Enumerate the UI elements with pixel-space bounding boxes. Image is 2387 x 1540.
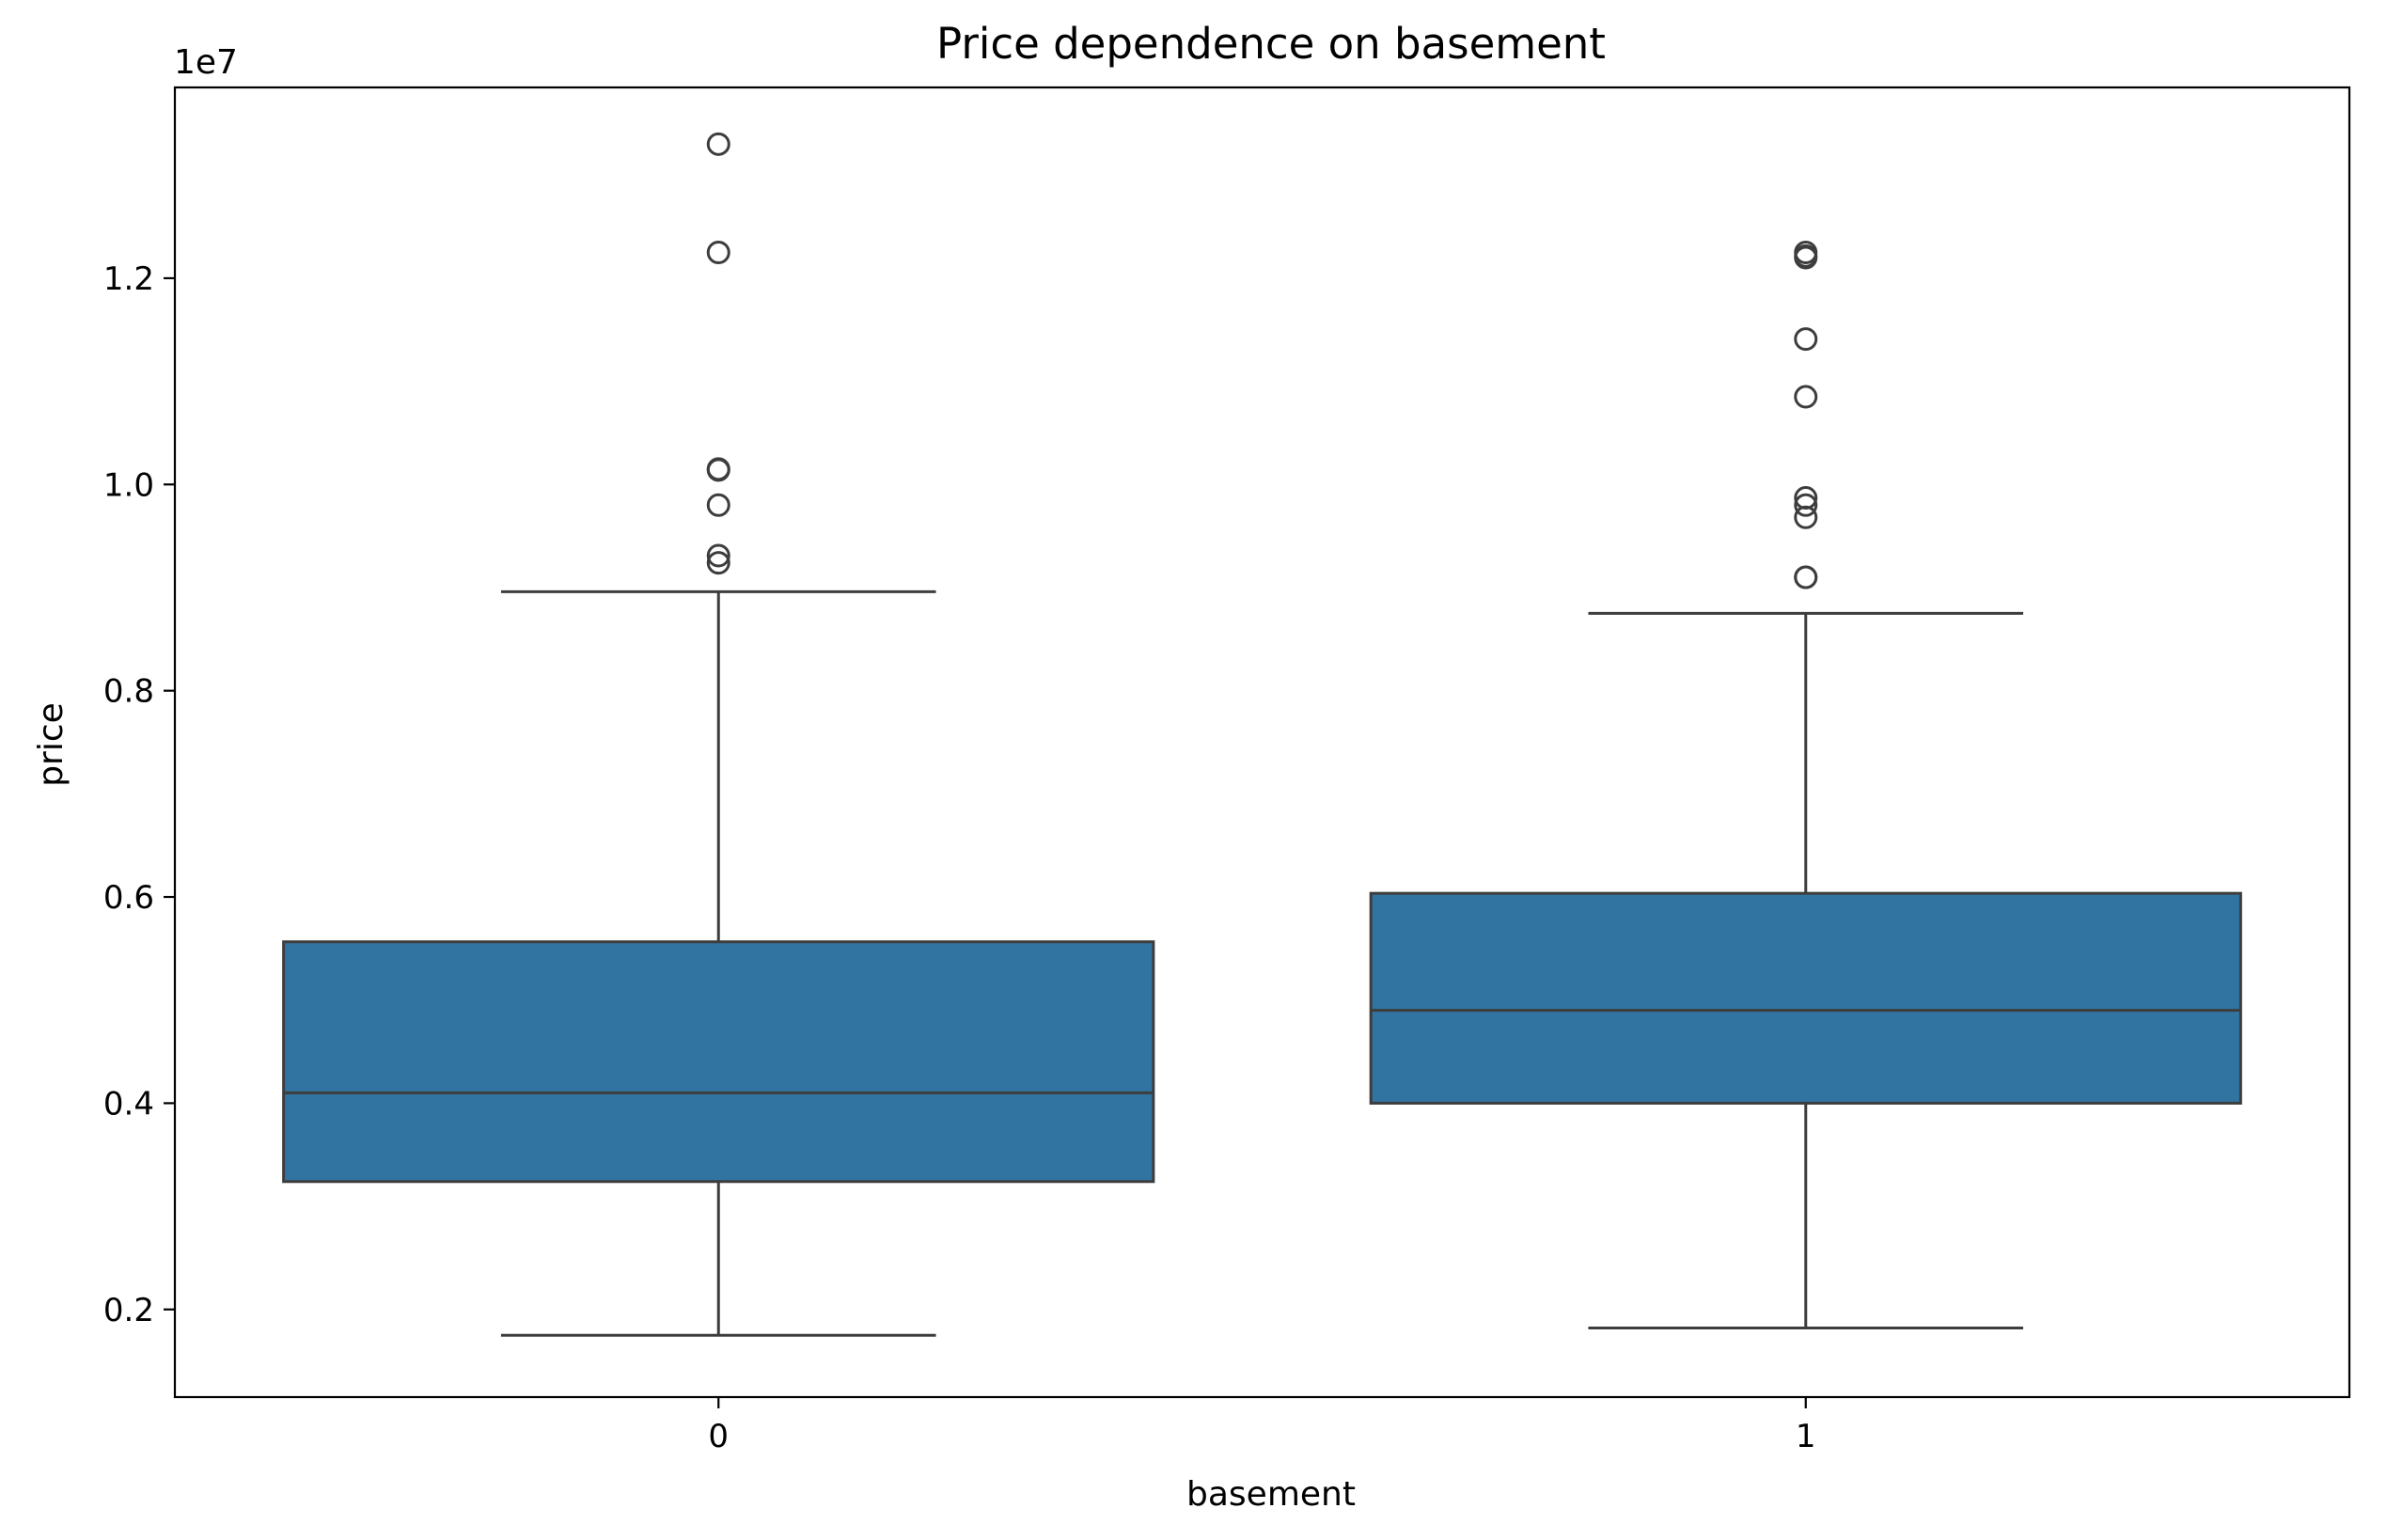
box-group-0 xyxy=(282,132,1155,1337)
axes-frame xyxy=(173,86,2351,1399)
y-offset-label: 1e7 xyxy=(174,43,238,82)
outlier-point xyxy=(706,240,730,264)
outlier-point xyxy=(706,551,730,575)
y-tick-label: 0.8 xyxy=(103,673,154,711)
plot-area xyxy=(282,132,2242,1337)
y-tick-label: 0.6 xyxy=(103,879,154,917)
y-axis-label: price xyxy=(32,702,71,787)
outlier-point xyxy=(706,543,730,568)
y-tick-label: 1.0 xyxy=(103,466,154,504)
y-tick-label: 0.4 xyxy=(103,1085,154,1123)
outlier-point xyxy=(1794,327,1818,352)
y-axis: 0.2 0.4 0.6 0.8 1.0 1.2 xyxy=(103,260,175,1329)
iqr-box xyxy=(282,940,1155,1184)
outlier-point xyxy=(1794,493,1818,517)
outlier-point xyxy=(1794,505,1818,529)
outlier-point xyxy=(706,458,730,482)
outlier-point xyxy=(1794,385,1818,409)
x-tick-label: 0 xyxy=(708,1418,729,1455)
outlier-point xyxy=(1794,565,1818,589)
outlier-point xyxy=(706,493,730,517)
y-tick-label: 1.2 xyxy=(103,260,154,298)
x-axis-label: basement xyxy=(1186,1475,1356,1514)
y-tick-label: 0.2 xyxy=(103,1292,154,1329)
iqr-box xyxy=(1369,891,2242,1105)
x-tick-label: 1 xyxy=(1796,1418,1816,1455)
box-group-1 xyxy=(1369,240,2242,1330)
outlier-point xyxy=(706,132,730,156)
chart-title: Price dependence on basement xyxy=(936,19,1606,69)
outlier-point xyxy=(1794,245,1818,270)
